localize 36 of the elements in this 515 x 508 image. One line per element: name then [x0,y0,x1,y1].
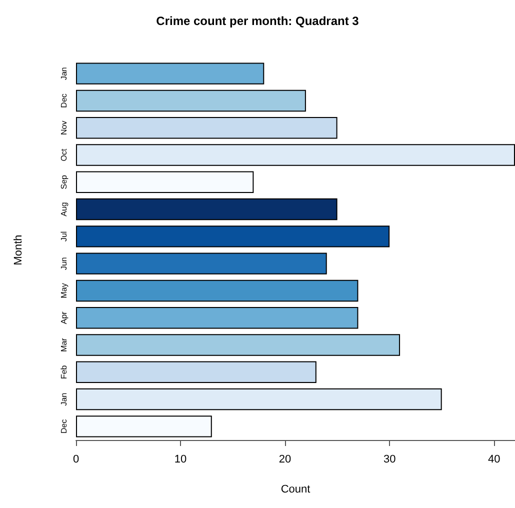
bar [76,334,400,356]
y-tick-label: Oct [60,148,68,162]
x-axis-title: Count [280,484,310,496]
bar [76,117,338,139]
y-tick-label: Jan [60,67,68,80]
y-tick-label: Dec [60,419,68,434]
bar [76,226,390,248]
y-axis-title: Month [12,234,24,266]
y-tick-label: Feb [60,364,68,380]
bar [76,280,358,302]
y-tick-label: Aug [60,202,68,216]
y-tick-label: Nov [60,120,68,135]
y-tick-label: May [60,283,68,298]
bar [76,361,316,383]
bar [76,416,212,438]
bar [76,252,327,274]
bar [76,307,358,329]
x-tick-label: 10 [174,454,187,466]
y-tick-label: Jul [60,231,68,242]
x-tick-label: 0 [72,454,80,466]
y-tick-label: Mar [60,338,68,352]
bar [76,144,515,166]
bar [76,90,306,112]
bar [76,388,442,410]
y-tick-label: Apr [60,311,68,324]
x-tick-label: 30 [383,454,396,466]
y-tick-label: Jun [60,257,68,270]
y-tick-label: Sep [60,174,68,190]
bar [76,171,254,193]
y-tick-label: Jan [60,392,68,406]
chart-title: Crime count per month: Quadrant 3 [156,14,360,28]
y-tick-label: Dec [60,94,68,108]
bar [76,62,264,84]
x-tick-label: 40 [488,454,500,466]
bar [76,198,338,220]
x-tick-label: 20 [278,454,292,466]
